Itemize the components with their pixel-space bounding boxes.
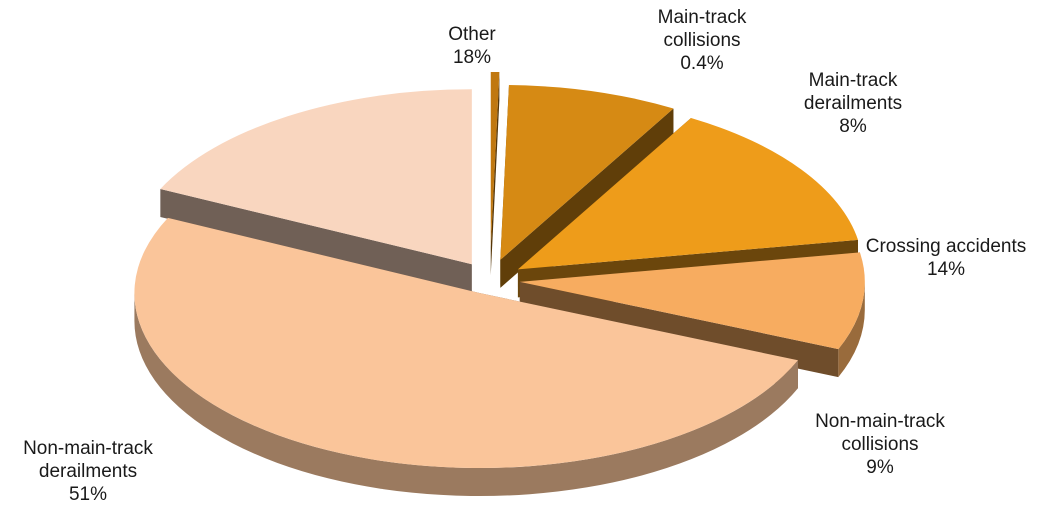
slice-value-label: 9% <box>866 457 894 478</box>
slice-name-label: Crossing accidents <box>866 236 1027 257</box>
slice-label-other: Other 18% <box>448 24 496 68</box>
slice-value-label: 14% <box>927 259 965 280</box>
slice-name-label: collisions <box>663 30 740 51</box>
slice-value-label: 8% <box>839 116 867 137</box>
slice-label-main-track-collisions: Main-track collisions 0.4% <box>658 7 747 74</box>
slice-label-non-main-track-collisions: Non-main-track collisions 9% <box>815 411 945 478</box>
slice-name-label: derailments <box>804 93 902 114</box>
slice-value-label: 0.4% <box>680 53 723 74</box>
pie-slice-main-track-derailments <box>500 84 674 288</box>
slice-value-label: 51% <box>69 484 107 505</box>
slice-label-main-track-derailments: Main-track derailments 8% <box>804 70 902 137</box>
slice-name-label: Main-track <box>658 7 747 28</box>
slice-name-label: Non-main-track <box>815 411 945 432</box>
pie-slice-other <box>160 89 472 293</box>
slice-value-label: 18% <box>453 47 491 68</box>
labels-layer: Main-track collisions 0.4%Main-track derail… <box>23 7 1026 505</box>
slice-name-label: collisions <box>841 434 918 455</box>
slice-label-crossing-accidents: Crossing accidents 14% <box>866 236 1027 280</box>
pie-slice-main-track-collisions <box>490 72 500 276</box>
slice-name-label: Non-main-track <box>23 438 153 459</box>
slice-label-non-main-track-derailments: Non-main-track derailments 51% <box>23 438 153 505</box>
slices-layer <box>134 72 865 497</box>
slice-name-label: derailments <box>39 461 137 482</box>
pie-slice-non-main-track-derailments <box>134 217 798 497</box>
slice-name-label: Main-track <box>809 70 898 91</box>
slice-name-label: Other <box>448 24 496 45</box>
